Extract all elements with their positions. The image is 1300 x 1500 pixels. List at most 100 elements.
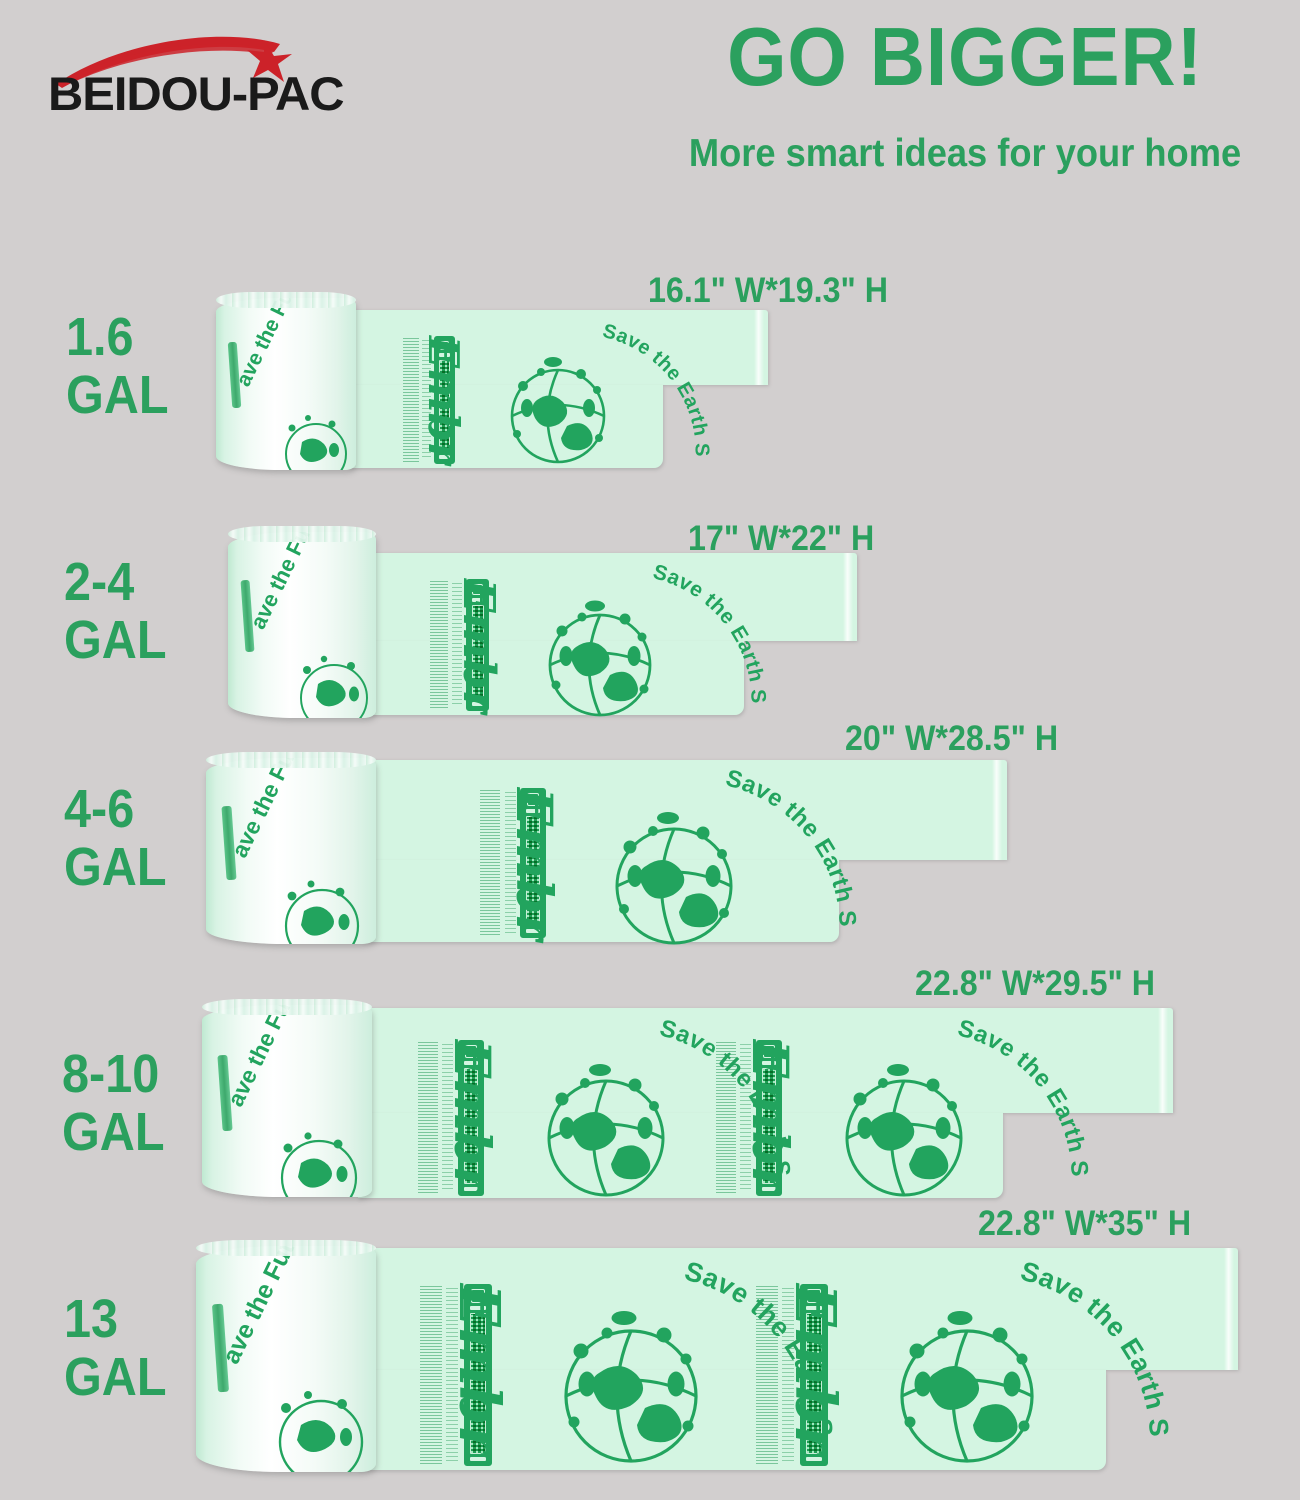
fine-print-column [716, 1042, 736, 1194]
globe-graphic [594, 790, 754, 950]
bag-roll: ave the Future [206, 752, 376, 944]
fine-print-column [420, 1286, 442, 1464]
save-the-earth-arc-text: Save the Earth S [576, 320, 746, 474]
capacity-value: 13 [64, 1289, 119, 1349]
roll-globe-graphic [268, 1117, 370, 1197]
leaf-icon [471, 1289, 485, 1303]
capacity-unit: GAL [64, 610, 167, 670]
bag-roll: ave the Future [202, 999, 372, 1197]
capacity-value: 8-10 [62, 1044, 160, 1104]
fine-print-column [442, 1044, 453, 1192]
fine-print-column [418, 1042, 438, 1194]
save-the-future-text: ave the Future [245, 532, 334, 633]
badge-divider [439, 455, 450, 459]
fine-print-column [782, 1288, 794, 1462]
globe-graphic [493, 338, 623, 468]
subheadline: More smart ideas for your home [688, 132, 1242, 175]
roll-top-edge [196, 1240, 376, 1256]
capacity-unit: GAL [64, 1347, 167, 1407]
compostable-certification-badge [466, 579, 489, 711]
badge-code [439, 360, 450, 452]
compostable-certification-badge [434, 336, 455, 464]
roll-cylinder: ave the Future [202, 1005, 372, 1197]
save-the-future-text: ave the Future [232, 298, 316, 391]
brand-script-text: Embr [446, 1284, 512, 1455]
compostable-certification-badge [458, 1040, 484, 1196]
dimension-label: 22.8" W*29.5" H [915, 964, 1155, 1003]
save-the-earth-arc-text: Save the Earth S [984, 1256, 1222, 1472]
badge-code [525, 815, 541, 926]
badge-divider [470, 1306, 486, 1310]
save-the-earth-arc-text: Save the Earth S [924, 1015, 1134, 1204]
dimension-label: 22.8" W*35" H [978, 1204, 1192, 1243]
roll-globe-graphic [264, 1374, 376, 1472]
badge-code [463, 1067, 479, 1184]
leaf-icon [526, 793, 540, 806]
logo-swoosh-icon [56, 36, 292, 88]
svg-text:Save the Earth S: Save the Earth S [955, 1015, 1093, 1178]
leaf-icon [807, 1289, 821, 1303]
capacity-label: 2-4 GAL [64, 553, 167, 669]
globe-graphic [824, 1042, 984, 1202]
capacity-label: 8-10 GAL [62, 1045, 165, 1161]
brand-logo: BEIDOU-PAC [48, 28, 428, 138]
roll-globe-graphic [272, 866, 372, 944]
fine-print-column [403, 338, 419, 462]
badge-divider [525, 929, 541, 933]
capacity-value: 1.6 [66, 307, 134, 367]
badge-divider [761, 1060, 777, 1065]
bag-upper-panel [362, 760, 1007, 860]
leaf-icon [464, 1045, 478, 1058]
bag-lower-panel [348, 385, 663, 468]
bag-roll: ave the Future [228, 526, 376, 718]
roll-cylinder: ave the Future [228, 532, 376, 718]
svg-text:Save the Earth S: Save the Earth S [723, 765, 861, 928]
bag-sheet: Embr [362, 760, 1007, 945]
capacity-label: 1.6 GAL [66, 308, 169, 424]
compostable-certification-badge [464, 1284, 492, 1466]
fine-print-column [430, 581, 448, 709]
capacity-value: 4-6 [64, 779, 135, 839]
save-the-future-text: ave the Future [226, 758, 319, 862]
badge-divider [525, 808, 541, 813]
svg-text:Save the Earth S: Save the Earth S [651, 560, 770, 704]
save-the-earth-arc-text: Save the Earth S [624, 560, 809, 725]
bag-roll: ave the Future [196, 1240, 376, 1472]
leaf-icon [472, 584, 483, 595]
fine-print-column [422, 340, 431, 460]
svg-text:Save the Earth S: Save the Earth S [1017, 1256, 1174, 1438]
badge-divider [471, 702, 484, 706]
dimension-label: 16.1" W*19.3" H [648, 271, 888, 310]
badge-divider [439, 353, 450, 358]
fine-print-column [740, 1044, 751, 1192]
fine-print-column [756, 1286, 778, 1464]
bag-sheet: Embr [348, 310, 768, 468]
logo-text: BEIDOU-PAC [48, 67, 345, 120]
leaf-icon [439, 341, 450, 351]
save-the-future-text: ave the Future [217, 1246, 318, 1369]
brand-script-text: Embr [419, 336, 468, 464]
bag-sheet: Embr [358, 1248, 1238, 1470]
headline: GO BIGGER! [727, 10, 1203, 103]
badge-divider [806, 1306, 822, 1310]
badge-divider [463, 1060, 479, 1065]
roll-cylinder: ave the Future [196, 1246, 376, 1472]
capacity-unit: GAL [64, 837, 167, 897]
roll-cylinder: ave the Future [216, 298, 356, 470]
fine-print-column [505, 792, 516, 934]
fine-print-column [446, 1288, 458, 1462]
bag-upper-panel [358, 1248, 1238, 1370]
badge-code [471, 604, 484, 699]
bag-sheet: Embr [358, 1008, 1173, 1198]
badge-code [470, 1313, 486, 1454]
roll-top-edge [216, 292, 356, 308]
brand-script-text: Embr [505, 788, 564, 941]
save-the-future-text: ave the Future [222, 1005, 315, 1111]
badge-code [761, 1067, 777, 1184]
capacity-value: 2-4 [64, 552, 135, 612]
badge-divider [806, 1457, 822, 1461]
globe-graphic [876, 1286, 1058, 1468]
badge-divider [470, 1457, 486, 1461]
badge-divider [761, 1187, 777, 1191]
